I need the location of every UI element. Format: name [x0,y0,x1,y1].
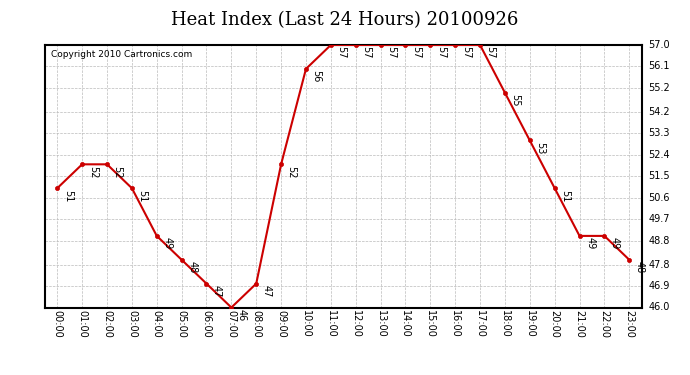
Text: 48.8: 48.8 [649,236,670,246]
Text: 57: 57 [486,46,495,59]
Text: 57: 57 [337,46,346,59]
Text: 47: 47 [212,285,222,297]
Text: 50.6: 50.6 [649,193,670,203]
Text: 46.9: 46.9 [649,281,670,291]
Text: 47: 47 [262,285,272,297]
Text: 52.4: 52.4 [649,150,670,160]
Text: 53: 53 [535,142,545,154]
Text: 49: 49 [162,237,172,249]
Text: 57: 57 [411,46,421,59]
Text: 57: 57 [461,46,471,59]
Text: 57: 57 [386,46,396,59]
Text: 47.8: 47.8 [649,260,670,270]
Text: 49: 49 [585,237,595,249]
Text: 51.5: 51.5 [649,171,670,181]
Text: 48: 48 [187,261,197,273]
Text: 52: 52 [286,166,297,178]
Text: 49: 49 [610,237,620,249]
Text: 54.2: 54.2 [649,107,670,117]
Text: 55: 55 [511,94,520,106]
Text: 46.0: 46.0 [649,303,670,312]
Text: Copyright 2010 Cartronics.com: Copyright 2010 Cartronics.com [51,50,192,59]
Text: 57: 57 [436,46,446,59]
Text: 57: 57 [362,46,371,59]
Text: 56: 56 [311,70,322,82]
Text: 52: 52 [112,166,123,178]
Text: 52: 52 [88,166,98,178]
Text: 48: 48 [635,261,645,273]
Text: 51: 51 [137,190,148,202]
Text: 57.0: 57.0 [649,40,670,50]
Text: 51: 51 [63,190,73,202]
Text: 53.3: 53.3 [649,128,670,138]
Text: 51: 51 [560,190,570,202]
Text: 46: 46 [237,309,247,321]
Text: Heat Index (Last 24 Hours) 20100926: Heat Index (Last 24 Hours) 20100926 [171,11,519,29]
Text: 55.2: 55.2 [649,83,671,93]
Text: 49.7: 49.7 [649,214,670,224]
Text: 56.1: 56.1 [649,62,670,72]
